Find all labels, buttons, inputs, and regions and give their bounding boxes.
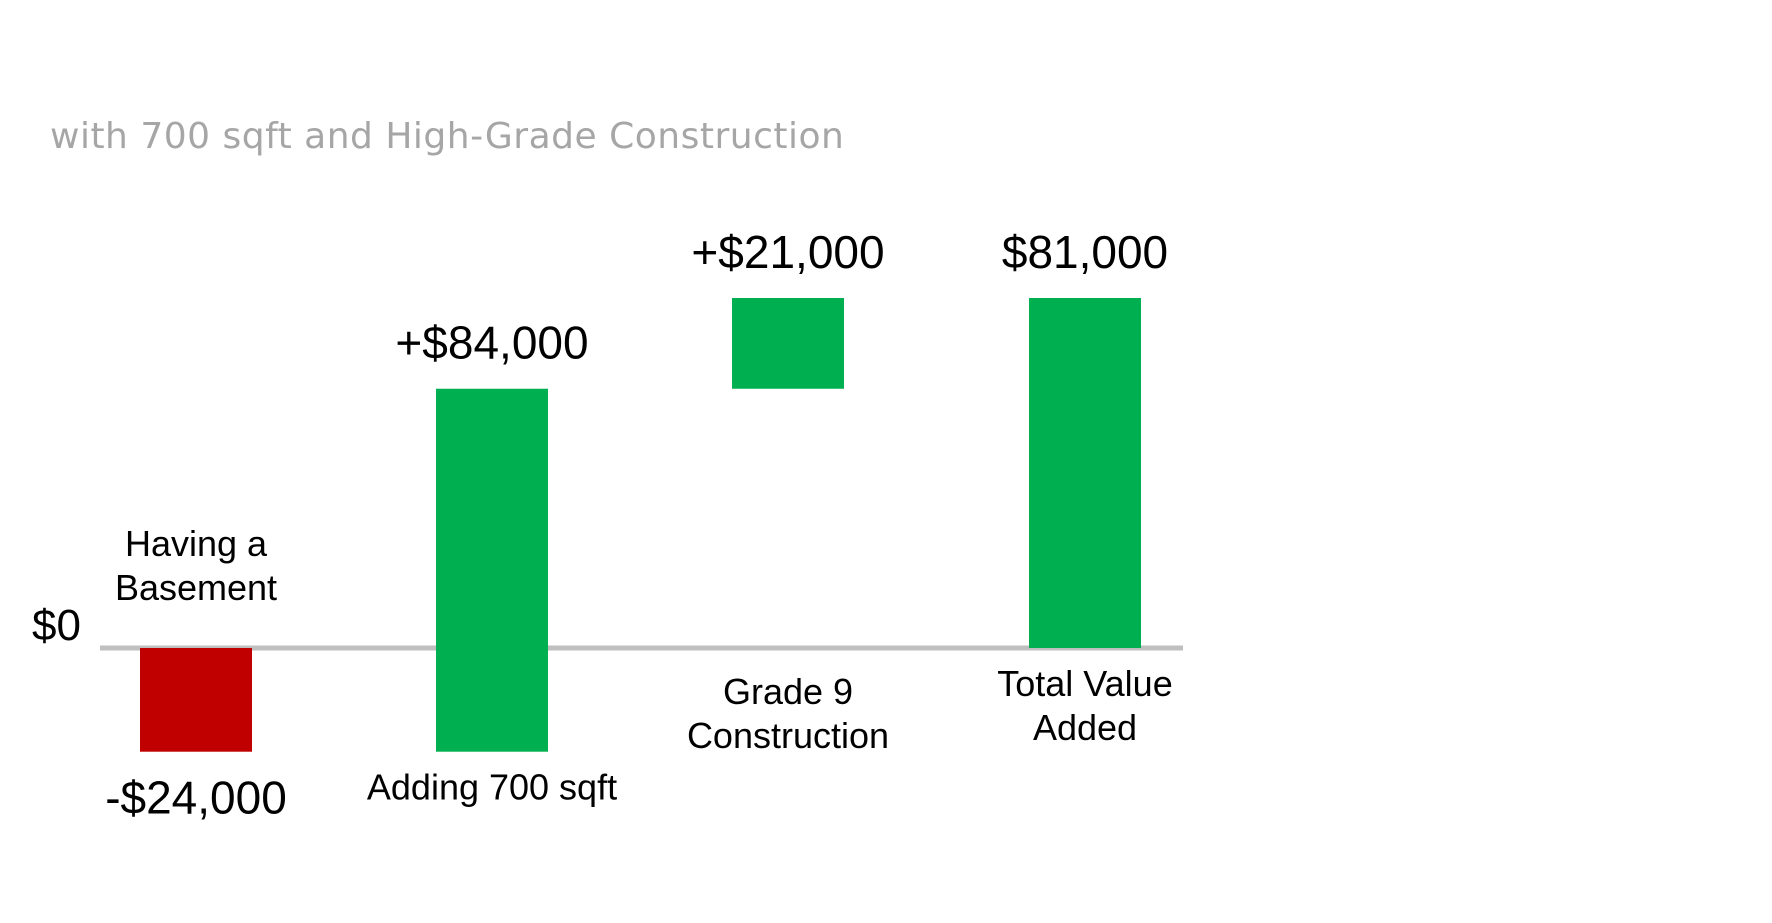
bar-1 — [140, 648, 252, 752]
category-label-1-line-1: Having a — [125, 523, 268, 564]
data-label-2: +$84,000 — [395, 317, 588, 369]
data-label-1: -$24,000 — [105, 772, 287, 824]
category-label-1-line-2: Basement — [115, 567, 277, 608]
chart-subtitle: with 700 sqft and High-Grade Constructio… — [50, 116, 845, 157]
category-label-2-line-1: Adding 700 sqft — [367, 767, 617, 808]
category-label-3-line-1: Grade 9 — [723, 671, 853, 712]
category-label-4-line-2: Added — [1033, 707, 1137, 748]
category-label-4-line-1: Total Value — [997, 663, 1172, 704]
category-label-3-line-2: Construction — [687, 715, 889, 756]
bar-2 — [436, 388, 548, 752]
bar-4 — [1029, 298, 1141, 648]
data-label-4: $81,000 — [1002, 226, 1168, 278]
bar-3 — [732, 298, 844, 389]
baseline-label: $0 — [32, 601, 81, 650]
data-label-3: +$21,000 — [691, 226, 884, 278]
